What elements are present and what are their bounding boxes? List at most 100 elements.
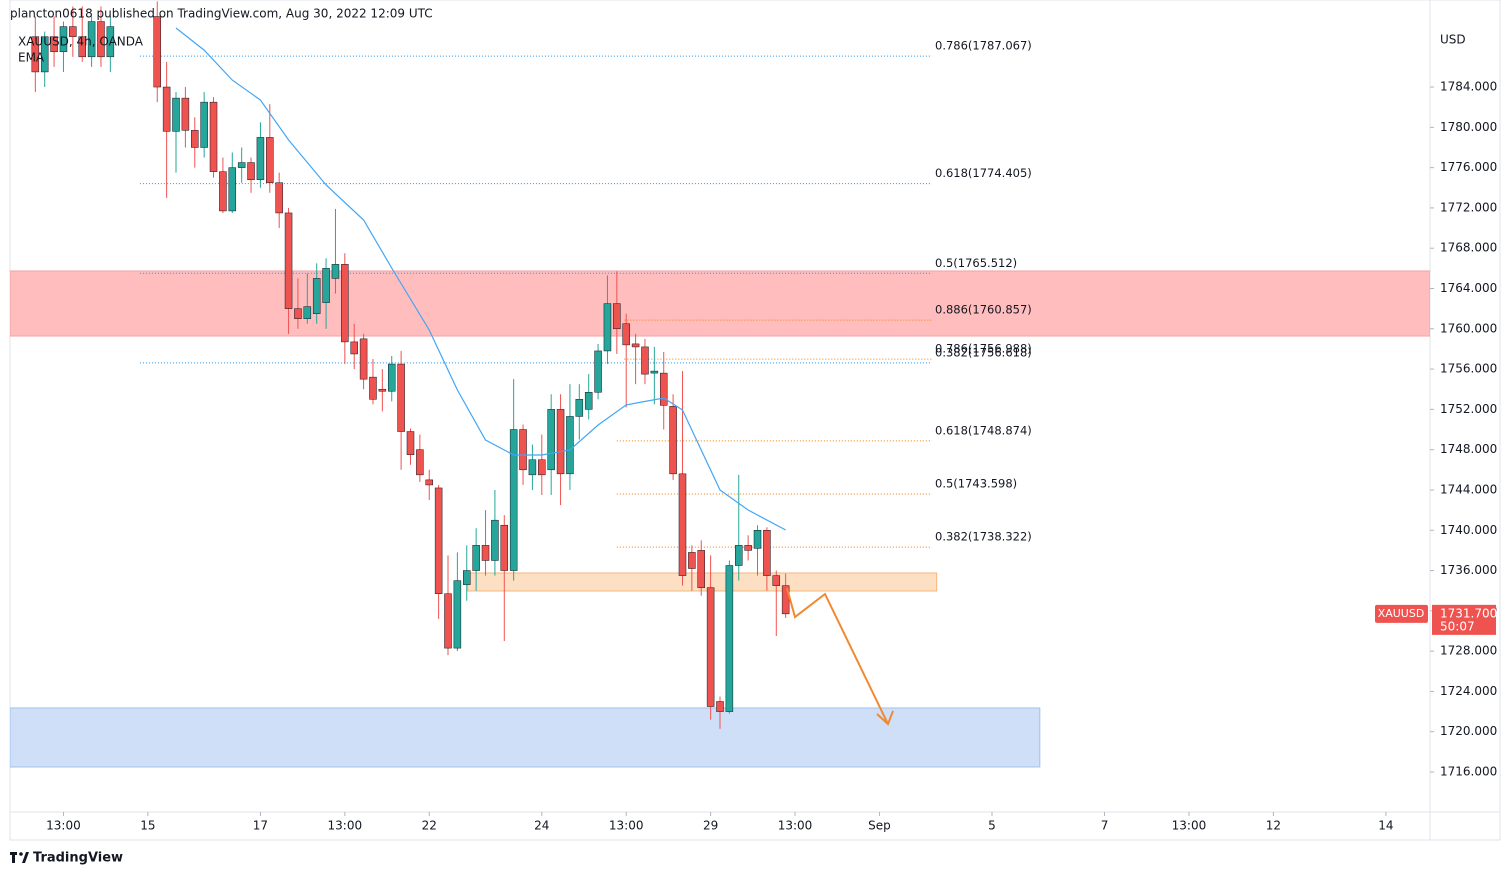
candle-body (275, 182, 283, 214)
fib-label: 0.786(1787.067) (935, 39, 1032, 53)
legend-symbol: XAUUSD, 4h, OANDA (18, 35, 144, 49)
x-tick-label: 13:00 (1172, 819, 1207, 833)
candle-body (153, 16, 162, 88)
candle-body (322, 268, 330, 303)
candle-body (397, 363, 405, 432)
candle-body (519, 429, 527, 471)
x-tick-label: Sep (868, 819, 891, 833)
candle-body (613, 303, 621, 330)
brand: TradingView (33, 851, 123, 866)
candle-body (359, 338, 368, 380)
candle-body (472, 545, 480, 571)
fib-label: 0.618(1774.405) (935, 166, 1032, 180)
candle-body (294, 308, 302, 319)
candle-body (181, 97, 190, 131)
published: plancton0618 published on TradingView.co… (10, 7, 433, 21)
x-tick-label: 12 (1266, 819, 1281, 833)
fib-label: 0.5(1765.512) (935, 256, 1017, 270)
candle-body (753, 530, 762, 549)
candle-body (425, 479, 433, 486)
candle-body (566, 416, 574, 475)
candle-body (538, 459, 546, 476)
candle-body (594, 350, 602, 393)
candle-body (200, 101, 208, 148)
candle-body (463, 570, 471, 585)
candle-body (641, 346, 649, 375)
candle-body (725, 565, 734, 712)
candle-body (575, 399, 584, 417)
y-tick-label: 1784.000 (1440, 80, 1497, 94)
zones (10, 270, 1430, 768)
candle-body (341, 264, 349, 343)
candle-body (688, 552, 696, 569)
y-tick-label: 1740.000 (1440, 523, 1497, 537)
fib-label: 0.5(1743.598) (935, 477, 1017, 491)
y-tick-label: 1780.000 (1440, 120, 1497, 134)
y-tick-label: 1736.000 (1440, 563, 1497, 577)
y-tick-label: 1764.000 (1440, 281, 1497, 295)
candle-body (781, 585, 790, 615)
y-tick-label: 1776.000 (1440, 160, 1497, 174)
candle-body (256, 137, 265, 180)
candle-body (659, 372, 668, 406)
candle-body (219, 171, 227, 212)
candle-body (78, 36, 86, 58)
candle-body (772, 575, 781, 586)
x-tick-label: 22 (422, 819, 437, 833)
candle-body (416, 449, 424, 476)
candle-body (716, 701, 724, 712)
candle-body (481, 545, 490, 561)
x-tick-label: 5 (988, 819, 996, 833)
candle-body (69, 26, 77, 37)
candle-body (500, 524, 509, 571)
candle-body (744, 545, 752, 551)
candle-body (491, 519, 499, 561)
brand-logo (10, 852, 29, 863)
symbol-box (1375, 604, 1428, 623)
y-tick-label: 1756.000 (1440, 362, 1497, 376)
candle-body (603, 303, 612, 352)
x-tick-label: 13:00 (46, 819, 81, 833)
candle-body (509, 429, 518, 571)
x-tick-label: 17 (253, 819, 268, 833)
y-tick-label: 1716.000 (1440, 765, 1497, 779)
fib-levels: 0.786(1787.067) 0.618(1774.405) 0.5(1765.5… (139, 39, 1032, 548)
candle-body (59, 26, 68, 53)
y-tick-label: 1760.000 (1440, 321, 1497, 335)
candle-body (266, 137, 274, 183)
candle-body (434, 487, 443, 594)
candle-body (697, 550, 705, 588)
candle-body (631, 343, 640, 348)
candle-body (97, 21, 105, 58)
candle-body (444, 593, 452, 649)
axes: 1716.0001720.0001724.0001728.0001732.000… (46, 80, 1497, 833)
fib-label: 0.382(1738.322) (935, 530, 1032, 544)
candle-body (622, 323, 630, 346)
projection-arrow (786, 587, 889, 725)
x-tick-label: 13:00 (328, 819, 363, 833)
candle-body (87, 21, 96, 58)
ema-line (175, 27, 786, 531)
ema (175, 27, 786, 531)
y-tick-label: 1768.000 (1440, 241, 1497, 255)
candle-body (763, 530, 771, 576)
price-box (1432, 604, 1496, 635)
candle-body (547, 409, 555, 471)
fib-label: 0.382(1756.618) (935, 345, 1032, 359)
x-tick-label: 13:00 (609, 819, 644, 833)
x-tick-label: 15 (140, 819, 155, 833)
y-tick-label: 1720.000 (1440, 724, 1497, 738)
symbol-label: XAUUSD (1378, 607, 1425, 620)
arrow-head (876, 710, 894, 726)
candle-body (40, 36, 49, 73)
candle-body (406, 431, 415, 455)
axis-unit: USD (1440, 33, 1466, 47)
candle-body (556, 409, 565, 475)
fib-label: 0.886(1760.857) (935, 303, 1032, 317)
candle-body (172, 97, 180, 132)
candle-body (387, 363, 396, 392)
zone (10, 707, 1041, 768)
candle-body (528, 459, 537, 476)
candle-body (247, 162, 255, 180)
candle-body (331, 264, 340, 279)
